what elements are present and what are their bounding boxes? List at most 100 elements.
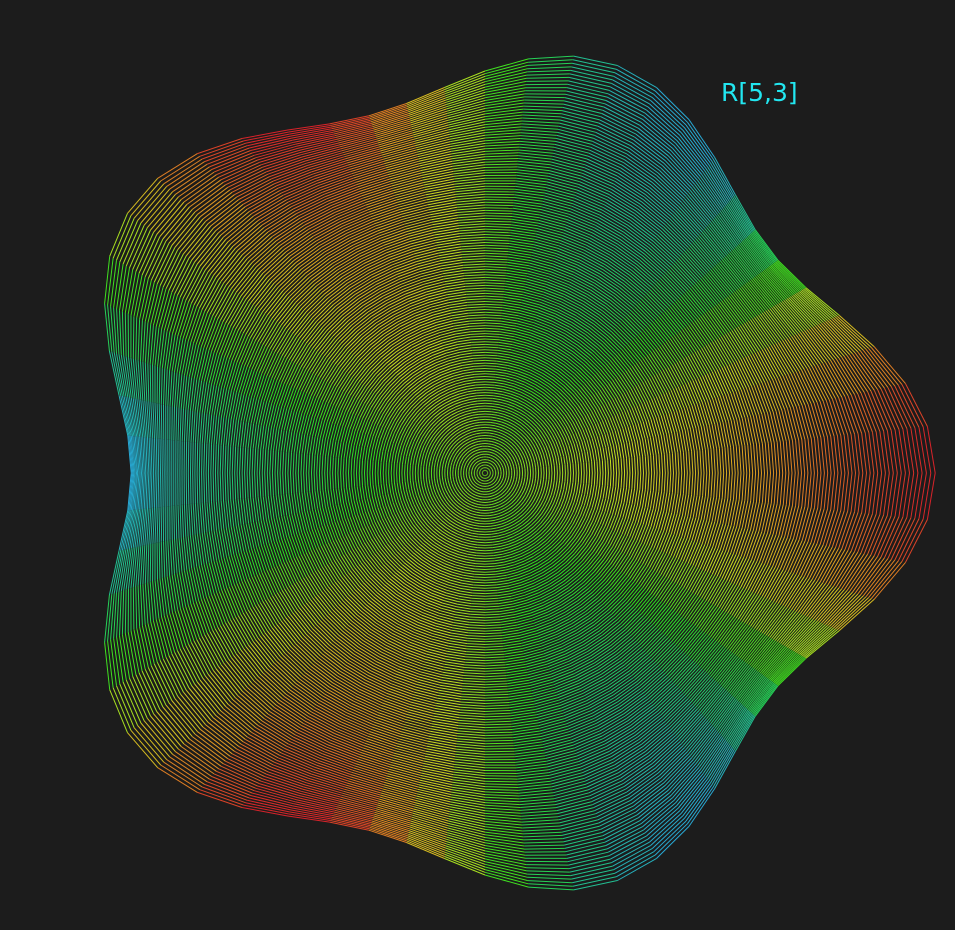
ring-128: [160, 126, 849, 820]
ring-65: [311, 298, 661, 648]
ring-84: [261, 247, 713, 699]
ring-138: [137, 96, 886, 850]
ring-135: [144, 105, 875, 841]
ring-137: [140, 99, 883, 847]
ring-69: [300, 287, 672, 659]
ring-70: [297, 284, 674, 662]
ring-32: [398, 386, 572, 560]
ring-117: [183, 158, 812, 788]
ring-7: [465, 453, 505, 493]
ring-27: [412, 400, 558, 546]
ring-143: [124, 80, 906, 866]
plot-label: R[5,3]: [721, 78, 798, 107]
ring-142: [127, 83, 902, 863]
ring-10: [457, 445, 513, 501]
ring-8: [463, 451, 507, 495]
ring-76: [282, 268, 691, 678]
ring-20: [430, 418, 540, 528]
ring-48: [356, 343, 615, 603]
ring-96: [231, 215, 748, 731]
ring-90: [246, 231, 730, 715]
ring-108: [203, 183, 784, 763]
ring-85: [259, 244, 716, 702]
ring-9: [460, 448, 510, 498]
ring-141: [130, 87, 898, 859]
ring-98: [226, 209, 754, 737]
ring-139: [135, 93, 890, 853]
ring-100: [222, 204, 760, 742]
ring-147: [113, 66, 923, 880]
ring-43: [369, 357, 601, 589]
ring-125: [167, 135, 839, 811]
ring-150: [104, 55, 936, 891]
ring-29: [406, 394, 564, 552]
ring-97: [229, 212, 751, 734]
ring-79: [274, 260, 699, 686]
ring-78: [277, 263, 697, 683]
ring-63: [316, 303, 655, 643]
ring-16: [441, 429, 529, 517]
ring-109: [201, 180, 787, 766]
ring-28: [409, 397, 561, 549]
ring-71: [295, 282, 677, 664]
ring-134: [147, 108, 871, 838]
ring-67: [305, 292, 666, 654]
ring-72: [292, 279, 680, 667]
ring-38: [382, 370, 588, 576]
ring-34: [393, 381, 577, 565]
ring-93: [239, 223, 739, 723]
ring-33: [396, 384, 574, 562]
ring-58: [329, 317, 642, 629]
ring-18: [436, 424, 534, 522]
ring-123: [171, 140, 832, 806]
ring-118: [181, 155, 815, 791]
ring-54: [340, 327, 631, 619]
ring-23: [422, 410, 548, 536]
ring-5: [471, 459, 499, 487]
ring-25: [417, 405, 553, 541]
ring-149: [107, 59, 932, 887]
ring-52: [345, 333, 626, 613]
ring-127: [163, 129, 846, 817]
ring-126: [165, 132, 842, 814]
ring-6: [468, 456, 502, 490]
ring-15: [444, 432, 526, 514]
ring-30: [404, 392, 566, 554]
ring-60: [324, 311, 647, 635]
ring-86: [256, 242, 719, 704]
ring-14: [447, 435, 523, 511]
ring-68: [303, 290, 669, 656]
ring-103: [214, 196, 768, 750]
ring-35: [390, 378, 580, 568]
ring-36: [388, 376, 582, 570]
ring-91: [244, 228, 733, 718]
ring-145: [119, 73, 915, 873]
ring-148: [110, 62, 927, 884]
ring-50: [350, 338, 620, 608]
ring-119: [179, 152, 819, 794]
ring-2: [479, 467, 491, 479]
ring-111: [196, 174, 793, 772]
ring-17: [438, 426, 532, 520]
ring-82: [266, 252, 708, 694]
ring-133: [149, 111, 867, 835]
ring-132: [152, 114, 864, 832]
ring-51: [348, 335, 623, 611]
ring-80: [271, 258, 702, 688]
ring-74: [287, 274, 686, 672]
ring-22: [425, 413, 545, 533]
ring-113: [192, 169, 799, 777]
ring-24: [420, 408, 550, 538]
ring-95: [234, 217, 745, 729]
ring-31: [401, 389, 569, 557]
ring-59: [326, 314, 644, 632]
ring-13: [449, 437, 521, 509]
ring-21: [428, 416, 542, 530]
ring-146: [116, 69, 919, 877]
ring-42: [372, 359, 599, 587]
ring-116: [185, 160, 809, 786]
ring-129: [158, 123, 853, 823]
ring-89: [249, 234, 728, 712]
ring-57: [332, 319, 639, 627]
